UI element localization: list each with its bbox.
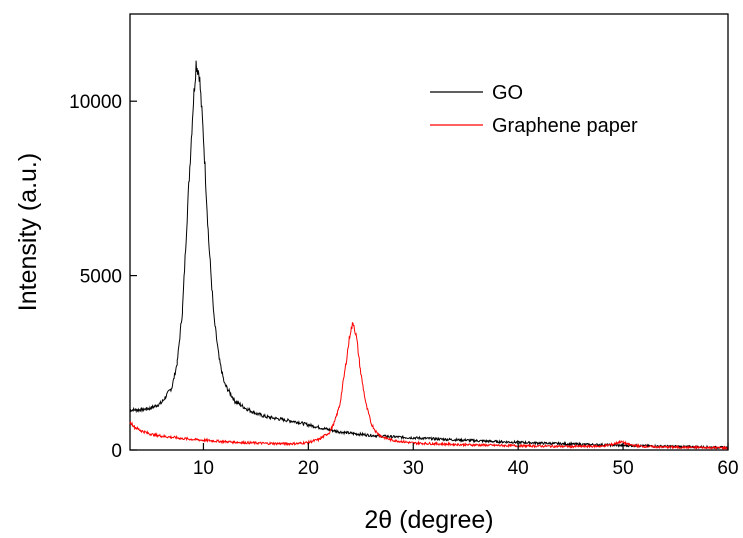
y-tick-label: 0 <box>111 441 122 462</box>
plot-frame <box>129 13 729 451</box>
legend: GO Graphene paper <box>430 82 638 137</box>
x-tick-label: 20 <box>298 458 319 479</box>
series-line-graphene-paper <box>129 321 729 451</box>
x-tick-label: 50 <box>613 458 634 479</box>
axis-layer: 10 20 30 40 50 60 0 5000 10000 <box>69 92 738 479</box>
legend-label: Graphene paper <box>492 115 638 137</box>
legend-label: GO <box>492 82 523 104</box>
x-axis-title: 2θ (degree) <box>364 506 493 534</box>
y-tick-label: 5000 <box>80 267 122 288</box>
y-tick-label: 10000 <box>69 92 122 113</box>
x-tick-label: 10 <box>193 458 214 479</box>
x-tick-label: 60 <box>717 458 738 479</box>
series-line-go <box>129 60 729 450</box>
y-axis-title: Intensity (a.u.) <box>14 153 42 311</box>
x-tick-label: 40 <box>508 458 529 479</box>
series-layer <box>129 60 729 451</box>
x-tick-label: 30 <box>403 458 424 479</box>
